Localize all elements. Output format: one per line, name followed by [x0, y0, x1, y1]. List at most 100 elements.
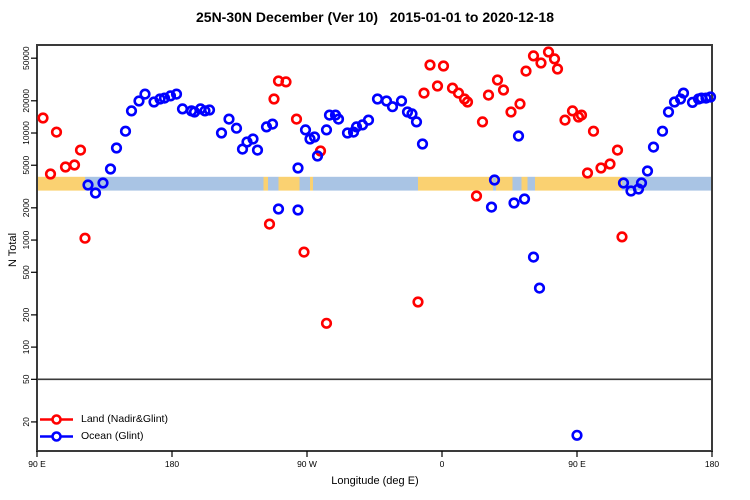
- data-point-land: [44, 168, 57, 180]
- data-point-land: [491, 74, 504, 86]
- data-point-land: [431, 80, 444, 92]
- data-point-land: [437, 60, 450, 72]
- data-point-land: [298, 246, 310, 258]
- data-point-ocean: [341, 127, 354, 139]
- y-tick-label: 20000: [21, 89, 31, 113]
- map-band-land: [496, 176, 513, 191]
- data-point-land: [263, 218, 276, 230]
- data-point-land: [320, 317, 333, 329]
- x-tick-label: 180: [165, 459, 179, 469]
- x-tick-label: 180: [705, 459, 719, 469]
- y-tick-label: 50: [21, 374, 31, 384]
- legend-marker-icon: [40, 431, 73, 442]
- data-point-land: [595, 162, 607, 174]
- data-point-ocean: [203, 104, 216, 116]
- data-point-ocean: [139, 88, 151, 100]
- data-point-ocean: [641, 165, 654, 177]
- data-point-land: [559, 114, 571, 126]
- legend-entry: Land (Nadir&Glint): [39, 411, 168, 428]
- data-point-land: [587, 125, 600, 137]
- data-point-ocean: [133, 95, 145, 107]
- data-point-ocean: [647, 141, 660, 153]
- x-tick-label: 90 W: [297, 459, 317, 469]
- y-tick-label: 1000: [21, 230, 31, 249]
- y-tick-label: 100: [21, 340, 31, 354]
- data-point-land: [418, 87, 430, 99]
- data-point-land: [616, 231, 628, 243]
- data-point-land: [514, 98, 526, 110]
- data-point-ocean: [215, 127, 228, 139]
- y-tick-label: 500: [21, 265, 31, 279]
- data-point-ocean: [416, 138, 429, 150]
- map-band-ocean: [85, 176, 264, 191]
- y-tick-label: 2000: [21, 198, 31, 217]
- map-band-land: [521, 176, 528, 191]
- data-point-land: [476, 116, 489, 128]
- data-point-ocean: [371, 93, 384, 105]
- y-tick-label: 20: [21, 417, 31, 427]
- map-band-land: [278, 176, 300, 191]
- data-point-land: [535, 57, 547, 69]
- data-point-land: [470, 190, 483, 202]
- data-point-ocean: [82, 179, 94, 191]
- x-tick-label: 0: [440, 459, 445, 469]
- data-point-ocean: [350, 121, 363, 133]
- data-point-ocean: [170, 88, 183, 100]
- data-point-land: [575, 109, 588, 121]
- data-point-ocean: [323, 109, 336, 121]
- data-point-ocean: [656, 125, 669, 137]
- data-point-ocean: [272, 203, 285, 215]
- map-band-land: [535, 176, 622, 191]
- y-axis-title: N Total: [7, 232, 19, 268]
- data-point-land: [50, 126, 63, 138]
- data-point-ocean: [533, 282, 546, 294]
- legend-label: Ocean (Glint): [81, 430, 144, 442]
- map-band-ocean: [527, 176, 535, 191]
- legend: Land (Nadir&Glint) Ocean (Glint): [39, 411, 168, 445]
- legend-marker-icon: [40, 414, 73, 425]
- chart-title: 25N-30N December (Ver 10) 2015-01-01 to …: [196, 9, 554, 25]
- plot-border: [36, 44, 713, 452]
- data-point-ocean: [635, 177, 648, 189]
- data-point-ocean: [485, 201, 498, 213]
- data-point-ocean: [332, 113, 345, 125]
- data-point-ocean: [308, 131, 321, 143]
- map-band-land: [418, 176, 493, 191]
- data-point-ocean: [125, 105, 138, 117]
- data-point-ocean: [704, 91, 717, 103]
- map-band-land: [263, 176, 268, 191]
- data-point-land: [280, 76, 292, 88]
- map-band-ocean: [268, 176, 279, 191]
- data-point-land: [542, 46, 555, 58]
- data-point-ocean: [380, 95, 393, 107]
- map-band-land: [310, 176, 313, 191]
- data-point-land: [581, 167, 594, 179]
- data-point-ocean: [266, 118, 279, 130]
- y-tick-label: 5000: [21, 155, 31, 174]
- data-point-land: [79, 232, 91, 244]
- data-point-land: [551, 63, 564, 75]
- y-tick-label: 50000: [21, 46, 31, 70]
- data-point-ocean: [251, 144, 264, 156]
- data-point-land: [604, 158, 616, 170]
- legend-entry: Ocean (Glint): [39, 428, 168, 445]
- data-point-land: [611, 144, 624, 156]
- data-point-ocean: [362, 114, 375, 126]
- data-point-ocean: [410, 116, 423, 128]
- map-band-ocean: [299, 176, 310, 191]
- data-point-ocean: [320, 124, 333, 136]
- data-point-land: [548, 53, 561, 65]
- data-point-ocean: [154, 93, 166, 105]
- data-point-land: [74, 144, 87, 156]
- map-band-land: [37, 176, 85, 191]
- data-point-ocean: [119, 125, 132, 137]
- data-point-ocean: [104, 163, 117, 175]
- data-point-ocean: [311, 150, 324, 162]
- data-point-land: [424, 59, 436, 71]
- data-point-land: [520, 65, 532, 77]
- x-tick-label: 90 E: [568, 459, 586, 469]
- data-point-ocean: [508, 197, 520, 209]
- map-band-ocean: [313, 176, 418, 191]
- data-point-land: [68, 159, 81, 171]
- x-axis-title: Longitude (deg E): [331, 475, 419, 487]
